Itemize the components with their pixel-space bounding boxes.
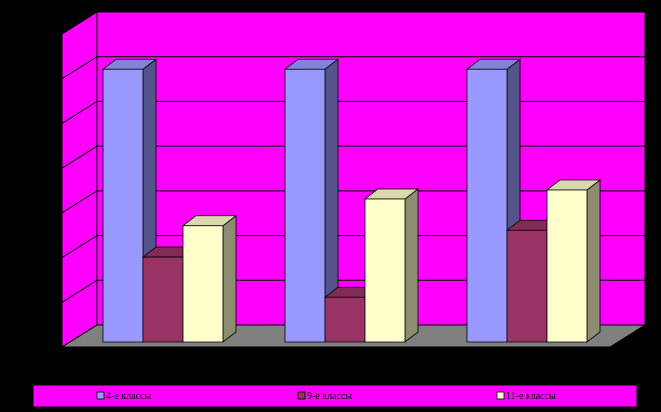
bar-front bbox=[284, 68, 326, 343]
legend-swatch bbox=[496, 391, 505, 400]
bar-front bbox=[102, 68, 144, 343]
legend-label: 4-е классы bbox=[106, 391, 151, 402]
bar bbox=[101, 58, 158, 343]
bar-front bbox=[324, 296, 366, 343]
bar bbox=[545, 179, 602, 343]
bar-front bbox=[142, 256, 184, 343]
legend-label: 11-е классы bbox=[506, 391, 556, 402]
legend-swatch bbox=[96, 391, 105, 400]
legend-label: 9-е классы bbox=[307, 391, 352, 402]
grid-line bbox=[61, 145, 645, 169]
bar-front bbox=[182, 225, 224, 343]
side-wall bbox=[61, 11, 98, 348]
bar-side bbox=[222, 214, 237, 343]
grid-line bbox=[61, 100, 645, 124]
bar-front bbox=[506, 229, 548, 343]
bar-side bbox=[404, 188, 419, 343]
grid-line bbox=[61, 324, 645, 348]
bar bbox=[363, 188, 420, 343]
bar bbox=[181, 214, 238, 343]
grid-line bbox=[61, 11, 645, 35]
grid-line bbox=[61, 235, 645, 258]
bar-side bbox=[586, 179, 601, 343]
grid-line bbox=[61, 56, 645, 80]
grid-line bbox=[61, 279, 645, 303]
bar-front bbox=[364, 198, 406, 343]
bar-front bbox=[466, 68, 508, 343]
legend bbox=[32, 384, 638, 408]
grid-line bbox=[61, 190, 645, 214]
bar-front bbox=[546, 189, 588, 343]
legend-swatch bbox=[297, 391, 306, 400]
